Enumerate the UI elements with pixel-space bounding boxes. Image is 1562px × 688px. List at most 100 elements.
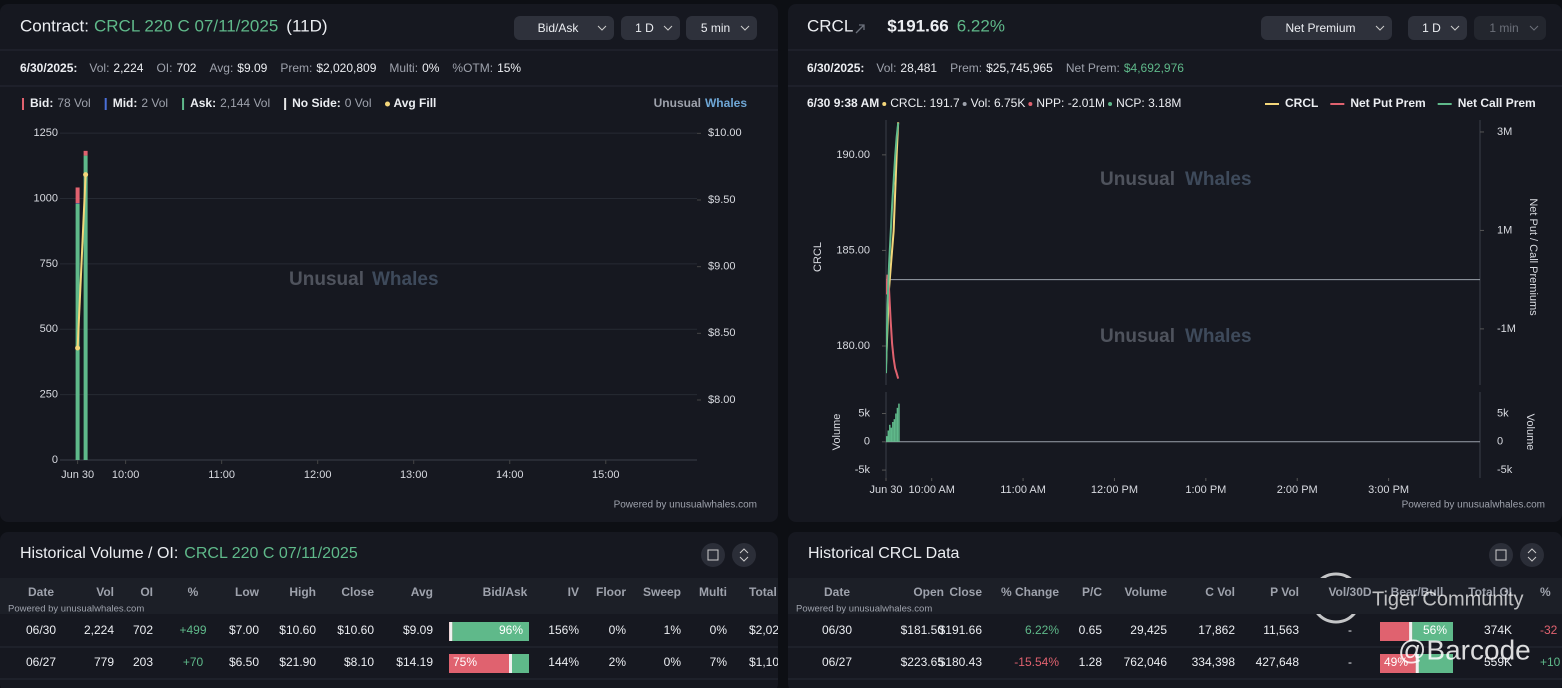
x-tick-label: 10:00 AM <box>908 484 954 496</box>
expand-button[interactable] <box>1520 543 1544 567</box>
info-text: NCP: 3.18M <box>1116 96 1181 110</box>
toolbar-button[interactable] <box>1474 16 1546 40</box>
table-cell: 144% <box>548 655 579 669</box>
columns-button[interactable] <box>701 543 725 567</box>
x-tick-label: Jun 30 <box>61 469 94 481</box>
table-cell: $10.60 <box>279 623 316 637</box>
overlay-brand: Tiger Community <box>1372 588 1524 610</box>
bar-label: 56% <box>1423 623 1447 637</box>
y-tick-label: 190.00 <box>836 149 870 161</box>
table-cell: 1.28 <box>1079 655 1103 669</box>
expand-button[interactable] <box>732 543 756 567</box>
legend-label: Mid: <box>113 96 138 110</box>
volume-bar <box>893 419 896 442</box>
table-cell: 06/30 <box>822 623 852 637</box>
column-header: Multi <box>699 585 727 599</box>
icon <box>1527 548 1537 562</box>
table-cell: +10 <box>1540 655 1561 669</box>
x-tick-label: 14:00 <box>496 469 524 481</box>
toolbar-button[interactable] <box>1261 16 1392 40</box>
toolbar-button[interactable] <box>1408 16 1467 40</box>
table-cell: 0.65 <box>1079 623 1103 637</box>
bar-segment <box>83 150 88 156</box>
toolbar-button-label: 5 min <box>701 21 730 35</box>
table-cell: $180.43 <box>939 655 983 669</box>
stat-label: OI: <box>156 61 172 75</box>
table-note: Powered by unusualwhales.com <box>8 604 144 615</box>
overlay-handle: @Barcode <box>1398 634 1531 665</box>
contract-symbol: CRCL 220 C 07/11/2025 <box>94 16 278 35</box>
watermark: Unusual <box>1100 169 1175 190</box>
column-header: Avg <box>411 585 433 599</box>
bar-fill <box>1380 654 1416 673</box>
bar-label: 75% <box>453 655 477 669</box>
y-tick-label: 1250 <box>34 127 58 139</box>
column-header: Date <box>28 585 54 599</box>
bar-label: 49% <box>1384 655 1408 669</box>
bar-divider <box>449 622 453 641</box>
stat-value: 2,224 <box>113 61 143 75</box>
legend-swatch <box>284 98 287 110</box>
toolbar-button[interactable] <box>514 16 614 40</box>
watermark: Whales <box>372 269 439 290</box>
bar-label: 96% <box>499 623 523 637</box>
column-header: Bear/Bull <box>1391 585 1444 599</box>
toolbar-button-label: 1 D <box>1422 21 1441 35</box>
column-header: Sweep <box>643 585 681 599</box>
info-dot <box>1108 102 1113 106</box>
table-cell: +499 <box>179 623 206 637</box>
columns-button[interactable] <box>1489 543 1513 567</box>
volume-bar <box>898 403 900 442</box>
column-header: Date <box>824 585 850 599</box>
x-tick-label: 12:00 PM <box>1091 484 1138 496</box>
chevron <box>1450 25 1460 31</box>
column-header: OI <box>140 585 153 599</box>
table-header-row <box>788 578 1562 614</box>
legend-value: 2 Vol <box>141 96 168 110</box>
column-header: C Vol <box>1205 585 1235 599</box>
stat-value: $9.09 <box>237 61 267 75</box>
brand: Unusual <box>654 96 701 110</box>
x-tick-label: 15:00 <box>592 469 620 481</box>
stats-date: 6/30/2025: <box>20 61 77 75</box>
icon <box>1495 549 1507 561</box>
stat-label: Prem: <box>950 61 982 75</box>
x-tick-label: Jun 30 <box>869 484 902 496</box>
volume-tick-label: 0 <box>864 436 870 448</box>
y-tick-label: 250 <box>40 389 58 401</box>
toolbar-button-label: 1 D <box>635 21 654 35</box>
column-header: Total OI <box>1468 585 1512 599</box>
table-cell: 203 <box>133 655 153 669</box>
contract-panel <box>0 4 778 522</box>
brand: Whales <box>705 96 747 110</box>
table-cell: 0% <box>609 623 627 637</box>
x-tick-label: 3:00 PM <box>1368 484 1409 496</box>
volume-tick-label: 5k <box>1497 407 1509 419</box>
icon <box>739 548 749 562</box>
footer: Powered by unusualwhales.com <box>1402 500 1545 511</box>
info-text: Vol: 6.75K <box>971 96 1026 110</box>
y2-tick-label: -1M <box>1497 323 1516 335</box>
series-line <box>886 122 900 374</box>
bar-divider <box>1409 622 1413 641</box>
bar-divider <box>1415 654 1419 673</box>
chevron <box>740 25 750 31</box>
toolbar-button[interactable] <box>686 16 757 40</box>
footer: Powered by unusualwhales.com <box>614 500 757 511</box>
stock-panel <box>788 4 1562 522</box>
toolbar-button[interactable] <box>621 16 680 40</box>
chevron <box>663 25 673 31</box>
table-cell: 702 <box>133 623 153 637</box>
table-cell: 06/30 <box>26 623 56 637</box>
legend-value: 2,144 Vol <box>220 96 270 110</box>
external-link-icon[interactable] <box>855 24 865 34</box>
stock-change: 6.22% <box>957 16 1005 35</box>
table-cell: 374K <box>1484 623 1512 637</box>
stock-price: $191.66 <box>887 16 948 35</box>
table-cell: 427,648 <box>1256 655 1300 669</box>
info-dot <box>882 102 887 106</box>
legend-label: Bid: <box>30 96 53 110</box>
column-header: High <box>289 585 316 599</box>
